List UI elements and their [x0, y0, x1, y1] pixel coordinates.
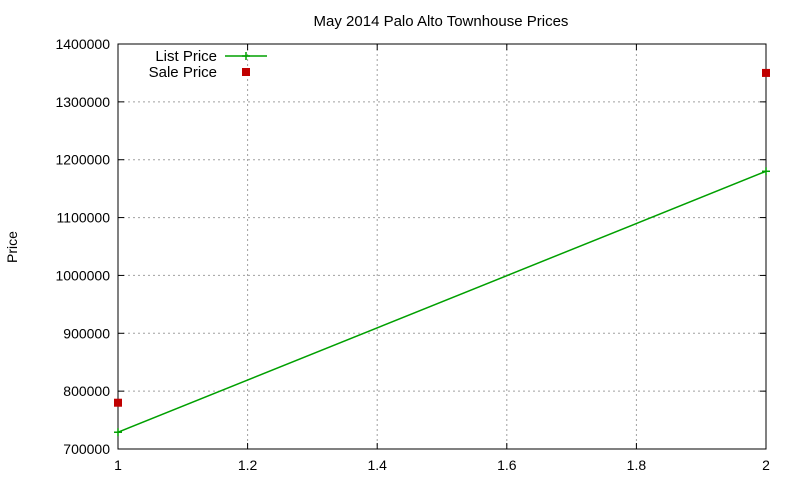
y-tick-label: 900000 — [63, 325, 110, 341]
y-tick-label: 1100000 — [57, 210, 111, 226]
series-layer — [114, 68, 770, 437]
y-tick-label: 700000 — [63, 441, 110, 457]
x-tick-label: 1.2 — [238, 457, 258, 473]
x-tick-label: 2 — [762, 457, 770, 473]
x-tick-label: 1 — [114, 457, 122, 473]
list-price-point — [114, 428, 122, 437]
y-tick-label: 1000000 — [55, 267, 110, 283]
legend-label-sale-price: Sale Price — [149, 64, 217, 81]
legend-label-list-price: List Price — [155, 48, 217, 65]
x-tick-label: 1.6 — [497, 457, 517, 473]
list-price-line — [117, 170, 767, 433]
sale-price-point — [114, 398, 122, 407]
list-price-point — [762, 167, 770, 176]
sale-price-point — [762, 68, 770, 77]
x-tick-label: 1.8 — [627, 457, 647, 473]
chart-title: May 2014 Palo Alto Townhouse Prices — [314, 13, 569, 30]
plot-frame — [117, 43, 767, 450]
y-tick-label: 1400000 — [55, 36, 110, 52]
legend-marker-list-price — [242, 52, 250, 60]
y-tick-label: 800000 — [63, 383, 110, 399]
axis-ticks: 1 1.2 1.4 1.6 1.8 2 700000 800000 900000 1000000 1… — [55, 36, 770, 473]
y-tick-label: 1200000 — [55, 152, 110, 168]
legend-marker-sale-price — [242, 68, 250, 76]
y-tick-label: 1300000 — [55, 94, 110, 110]
y-axis-label: Price — [4, 231, 20, 263]
grid — [118, 44, 766, 449]
x-tick-label: 1.4 — [367, 457, 387, 473]
